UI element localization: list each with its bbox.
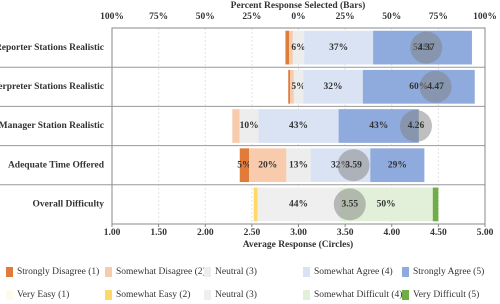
legend-label: Neutral (3) bbox=[215, 266, 257, 277]
data-label: 10% bbox=[240, 121, 259, 131]
category-label: Reporter Stations Realistic bbox=[0, 43, 104, 53]
legend-swatch bbox=[402, 267, 409, 277]
data-label: 32% bbox=[324, 82, 343, 92]
data-label: 6% bbox=[291, 43, 305, 53]
plot-frame bbox=[111, 27, 486, 225]
category-label: Overall Difficulty bbox=[33, 200, 105, 210]
legend-label: Strongly Disagree (1) bbox=[17, 266, 99, 277]
x2-tick-label: 4.50 bbox=[430, 228, 447, 238]
data-label: 44% bbox=[289, 200, 308, 210]
x2-tick-label: 1.50 bbox=[150, 228, 167, 238]
legend-label: Somewhat Easy (2) bbox=[116, 289, 190, 300]
legend-swatch bbox=[303, 290, 310, 300]
legend-label: Strongly Agree (5) bbox=[413, 266, 484, 277]
legend-label: Very Difficult (5) bbox=[413, 289, 479, 300]
x-tick-label: 50% bbox=[196, 12, 215, 22]
x2-axis-title: Average Response (Circles) bbox=[243, 239, 353, 250]
average-label: 3.55 bbox=[341, 200, 358, 210]
bar-segment bbox=[303, 69, 363, 104]
legend-swatch bbox=[105, 290, 112, 300]
average-circle bbox=[419, 70, 452, 103]
average-circle bbox=[333, 188, 366, 221]
bar-segment bbox=[289, 30, 293, 65]
average-label: 4.37 bbox=[418, 43, 435, 53]
legend-label: Somewhat Agree (4) bbox=[314, 266, 393, 277]
bar-segment bbox=[239, 148, 250, 183]
average-label: 3.59 bbox=[345, 160, 362, 170]
bar-segment bbox=[285, 30, 290, 65]
x2-tick-label: 2.00 bbox=[197, 228, 214, 238]
data-label: 5% bbox=[237, 160, 251, 170]
data-label: 43% bbox=[289, 121, 308, 131]
category-label: Adequate Time Offered bbox=[8, 160, 105, 170]
x-tick-label: 75% bbox=[429, 12, 448, 22]
x-tick-label: 75% bbox=[149, 12, 168, 22]
data-label: 43% bbox=[369, 121, 388, 131]
data-label: 50% bbox=[377, 200, 396, 210]
legend-swatch bbox=[402, 290, 409, 300]
legend-label: Somewhat Difficult (4) bbox=[314, 289, 402, 300]
bar-segment bbox=[362, 69, 475, 104]
data-label: 13% bbox=[289, 160, 308, 170]
x-tick-label: 100% bbox=[473, 12, 497, 22]
x-tick-label: 25% bbox=[242, 12, 261, 22]
x2-tick-label: 4.00 bbox=[383, 228, 400, 238]
bar-segment bbox=[292, 30, 305, 65]
x2-tick-label: 5.00 bbox=[477, 228, 494, 238]
data-label: 29% bbox=[388, 160, 407, 170]
bar-segment bbox=[257, 187, 340, 222]
category-label: Interpreter Stations Realistic bbox=[0, 82, 104, 92]
data-label: 60% bbox=[409, 82, 428, 92]
x2-tick-label: 3.50 bbox=[337, 228, 354, 238]
bar-segment bbox=[288, 69, 291, 104]
bar-segment bbox=[370, 148, 425, 183]
data-label: 5% bbox=[291, 82, 305, 92]
bar-segment bbox=[290, 69, 294, 104]
legend-label: Somewhat Disagree (2) bbox=[116, 266, 206, 277]
bar-segment bbox=[293, 69, 304, 104]
legend-label: Very Easy (1) bbox=[17, 289, 69, 300]
x-tick-label: 25% bbox=[336, 12, 355, 22]
x-tick-label: 0% bbox=[291, 12, 305, 22]
bar-segment bbox=[258, 109, 339, 143]
bar-segment bbox=[249, 148, 287, 183]
legend-swatch bbox=[105, 267, 112, 277]
x-tick-label: 100% bbox=[100, 12, 124, 22]
average-label: 4.47 bbox=[427, 82, 444, 92]
x2-tick-label: 3.00 bbox=[290, 228, 307, 238]
bar-segment bbox=[239, 109, 259, 143]
legend-label: Neutral (3) bbox=[215, 289, 257, 300]
bar-segment bbox=[253, 187, 258, 222]
legend-swatch bbox=[6, 290, 13, 300]
legend-swatch bbox=[204, 290, 211, 300]
x-tick-label: 50% bbox=[382, 12, 401, 22]
average-circle bbox=[410, 31, 443, 64]
data-label: 20% bbox=[258, 160, 277, 170]
bar-segment bbox=[232, 109, 240, 143]
bar-segment bbox=[432, 187, 439, 222]
average-circle bbox=[337, 149, 370, 182]
legend-swatch bbox=[303, 267, 310, 277]
x2-tick-label: 2.50 bbox=[244, 228, 261, 238]
x2-tick-label: 1.00 bbox=[104, 228, 121, 238]
legend-swatch bbox=[6, 267, 13, 277]
average-circle bbox=[399, 110, 432, 142]
legend-swatch bbox=[204, 267, 211, 277]
average-label: 4.26 bbox=[408, 121, 425, 131]
x-axis-title: Percent Response Selected (Bars) bbox=[231, 0, 366, 11]
bar-segment bbox=[286, 148, 311, 183]
category-label: Manager Station Realistic bbox=[0, 121, 104, 131]
data-label: 37% bbox=[329, 43, 348, 53]
bar-segment bbox=[304, 30, 374, 65]
